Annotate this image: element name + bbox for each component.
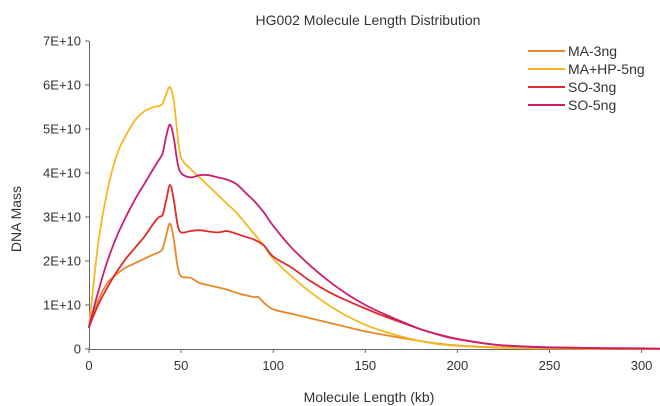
y-tick-label: 7E+10 — [43, 34, 81, 49]
x-axis-title: Molecule Length (kb) — [304, 389, 435, 405]
y-tick-label: 1E+10 — [43, 298, 81, 313]
legend-label: MA-3ng — [568, 43, 617, 59]
x-tick-label: 250 — [539, 358, 561, 373]
x-tick-label: 300 — [631, 358, 653, 373]
y-tick-label: 3E+10 — [43, 210, 81, 225]
y-tick-label: 6E+10 — [43, 78, 81, 93]
y-tick-label: 4E+10 — [43, 166, 81, 181]
x-tick-label: 200 — [447, 358, 469, 373]
legend-label: MA+HP-5ng — [568, 61, 645, 77]
legend-label: SO-5ng — [568, 97, 616, 113]
x-tick-label: 150 — [354, 358, 376, 373]
y-axis-ticks: 0 1E+10 2E+10 3E+10 4E+10 5E+10 6E+10 7E+10 — [43, 34, 89, 357]
y-tick-label: 5E+10 — [43, 122, 81, 137]
x-tick-label: 0 — [85, 358, 92, 373]
x-tick-label: 50 — [174, 358, 188, 373]
legend-label: SO-3ng — [568, 79, 616, 95]
legend: MA-3ng MA+HP-5ng SO-3ng SO-5ng — [528, 43, 645, 113]
series-line-so-3ng — [88, 184, 660, 350]
chart-title: HG002 Molecule Length Distribution — [256, 12, 481, 28]
y-tick-label: 0 — [74, 342, 81, 357]
series-lines — [88, 86, 660, 350]
series-line-so-5ng — [88, 123, 660, 350]
series-line-ma-hp-5ng — [88, 86, 660, 350]
x-tick-label: 100 — [262, 358, 284, 373]
y-axis-title: DNA Mass — [8, 186, 24, 252]
y-tick-label: 2E+10 — [43, 254, 81, 269]
series-line-ma-3ng — [88, 222, 660, 350]
x-axis-ticks: 0 50 100 150 200 250 300 — [85, 349, 652, 373]
